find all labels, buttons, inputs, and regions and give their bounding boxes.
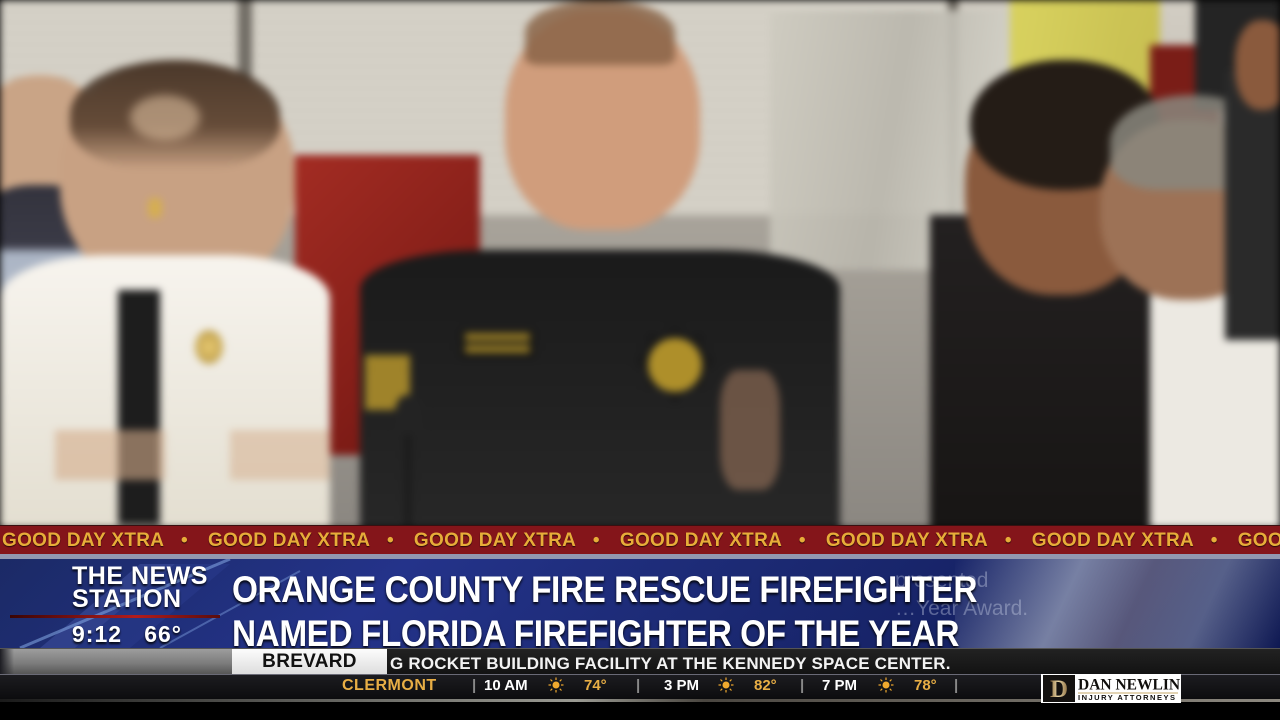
svg-text:D: D [1050, 676, 1068, 703]
svg-text:DAN NEWLIN: DAN NEWLIN [1078, 677, 1180, 694]
svg-text:INJURY ATTORNEYS: INJURY ATTORNEYS [1078, 693, 1176, 702]
